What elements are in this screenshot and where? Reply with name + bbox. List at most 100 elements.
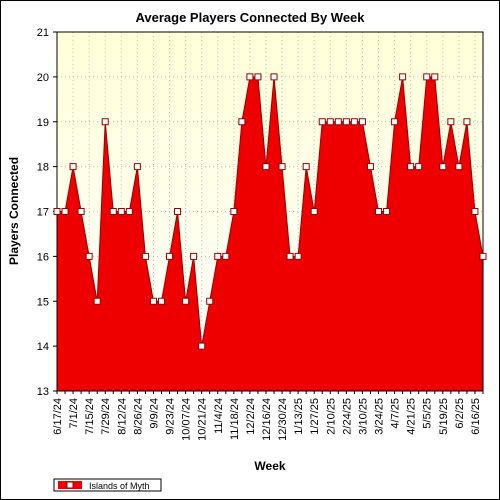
data-point <box>254 73 262 81</box>
legend-marker <box>66 481 74 489</box>
data-point <box>238 118 246 126</box>
data-point <box>262 163 270 171</box>
x-tick-label: 6/16/25 <box>470 398 482 435</box>
data-point <box>326 118 334 126</box>
data-point <box>375 208 383 215</box>
data-point <box>447 118 455 126</box>
x-tick-label: 8/12/24 <box>116 398 128 435</box>
x-tick-label: 8/26/24 <box>132 398 144 435</box>
data-point <box>407 163 415 171</box>
data-point <box>174 208 182 215</box>
data-point <box>278 163 286 171</box>
data-point <box>302 163 310 171</box>
data-point <box>206 297 214 305</box>
x-tick-label: 3/10/25 <box>357 398 369 435</box>
data-point <box>318 118 326 126</box>
x-tick-label: 4/7/25 <box>390 398 402 429</box>
y-tick-label: 15 <box>37 296 49 308</box>
x-tick-label: 7/15/24 <box>84 398 96 435</box>
y-axis-title: Players Connected <box>7 157 21 265</box>
data-point <box>214 252 222 260</box>
data-point <box>350 118 358 126</box>
x-tick-label: 12/2/24 <box>245 398 257 435</box>
data-point <box>366 163 374 171</box>
x-tick-label: 11/18/24 <box>229 398 241 440</box>
data-point <box>190 252 198 260</box>
x-tick-label: 12/30/24 <box>277 398 289 441</box>
data-point <box>455 163 463 171</box>
data-point <box>93 297 101 305</box>
y-tick-labels: 13 14 15 16 17 18 19 20 21 <box>37 27 49 398</box>
x-tick-label: 7/1/24 <box>68 398 80 429</box>
data-point <box>358 118 366 126</box>
data-point <box>85 252 93 260</box>
data-point <box>133 163 141 171</box>
data-point <box>230 208 238 215</box>
data-point <box>286 252 294 260</box>
data-point <box>222 252 230 260</box>
x-tick-label: 10/07/24 <box>181 398 193 441</box>
data-point <box>182 297 190 305</box>
series-markers <box>53 73 487 350</box>
x-tick-label: 7/29/24 <box>100 398 112 435</box>
x-tick-label: 9/9/24 <box>148 398 160 429</box>
y-tick-label: 21 <box>37 27 49 39</box>
y-tick-label: 17 <box>37 207 49 219</box>
x-tick-label: 5/5/25 <box>422 398 434 429</box>
data-point <box>117 208 125 215</box>
x-tick-label: 5/19/25 <box>438 398 450 435</box>
data-point <box>423 73 431 81</box>
x-tick-label: 11/4/24 <box>213 398 225 434</box>
y-tick-label: 14 <box>37 341 49 353</box>
data-point <box>294 252 302 260</box>
data-point <box>415 163 423 171</box>
data-point <box>383 208 391 215</box>
x-axis-title: Week <box>254 459 285 473</box>
legend-series-name: Islands of Myth <box>89 481 150 491</box>
data-point <box>431 73 439 81</box>
x-tick-label: 4/21/25 <box>406 398 418 435</box>
x-tick-label: 1/27/25 <box>309 398 321 435</box>
y-tick-label: 13 <box>37 386 49 398</box>
data-point <box>334 118 342 126</box>
x-tick-label: 2/24/25 <box>341 398 353 435</box>
data-point <box>109 208 117 215</box>
series-area-fill <box>57 76 483 391</box>
y-tick-label: 19 <box>37 117 49 129</box>
x-tick-label: 1/13/25 <box>293 398 305 435</box>
data-point <box>479 252 487 260</box>
x-tick-label: 6/17/24 <box>52 398 64 435</box>
chart-title: Average Players Connected By Week <box>135 10 365 25</box>
data-point <box>391 118 399 126</box>
y-tick-label: 20 <box>37 72 49 84</box>
legend: Islands of Myth <box>53 478 162 492</box>
data-point <box>61 208 69 215</box>
y-tick-label: 16 <box>37 251 49 263</box>
y-tick-label: 18 <box>37 162 49 174</box>
data-point <box>157 297 165 305</box>
data-point <box>198 342 206 350</box>
x-tick-label: 12/16/24 <box>261 398 273 441</box>
data-point <box>125 208 133 215</box>
data-point <box>342 118 350 126</box>
x-tick-label: 6/2/25 <box>454 398 466 429</box>
x-tick-labels: 6/17/24 7/1/24 7/15/24 7/29/24 8/12/24 8/26/2… <box>52 398 482 441</box>
data-point <box>69 163 77 171</box>
data-point <box>246 73 254 81</box>
data-point <box>149 297 157 305</box>
x-tick-label: 3/24/25 <box>374 398 386 435</box>
data-point <box>471 208 479 215</box>
data-point <box>463 118 471 126</box>
x-tick-label: 9/23/24 <box>165 398 177 435</box>
data-point <box>141 252 149 260</box>
x-tick-label: 2/10/25 <box>325 398 337 435</box>
x-tick-label: 10/21/24 <box>197 398 209 441</box>
data-point <box>101 118 109 126</box>
data-point <box>270 73 278 81</box>
data-point <box>399 73 407 81</box>
data-point <box>77 208 85 215</box>
data-point <box>310 208 318 215</box>
data-point <box>439 163 447 171</box>
data-point <box>166 252 174 260</box>
